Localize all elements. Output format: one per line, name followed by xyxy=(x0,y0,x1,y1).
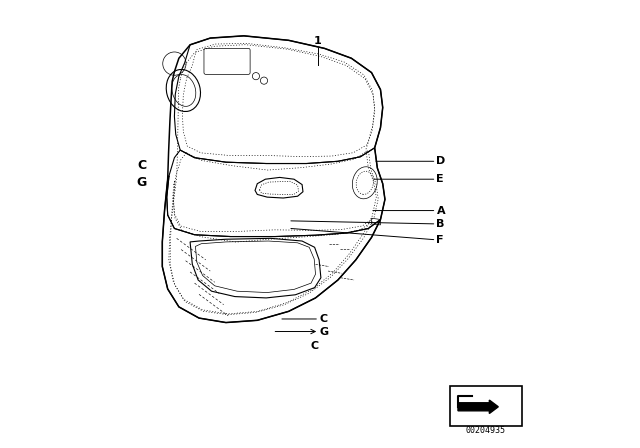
Text: G: G xyxy=(136,176,147,190)
Text: C: C xyxy=(282,314,327,324)
FancyArrow shape xyxy=(458,400,499,414)
Text: F: F xyxy=(291,228,444,245)
Text: B: B xyxy=(291,219,445,229)
Text: 1: 1 xyxy=(314,36,322,46)
Text: A: A xyxy=(373,206,445,215)
Text: D: D xyxy=(376,156,445,166)
Text: 00204935: 00204935 xyxy=(466,426,506,435)
Text: C: C xyxy=(137,159,147,172)
Bar xyxy=(450,386,522,426)
Text: E: E xyxy=(374,174,444,184)
Text: C: C xyxy=(310,341,318,351)
Text: G: G xyxy=(275,327,328,336)
